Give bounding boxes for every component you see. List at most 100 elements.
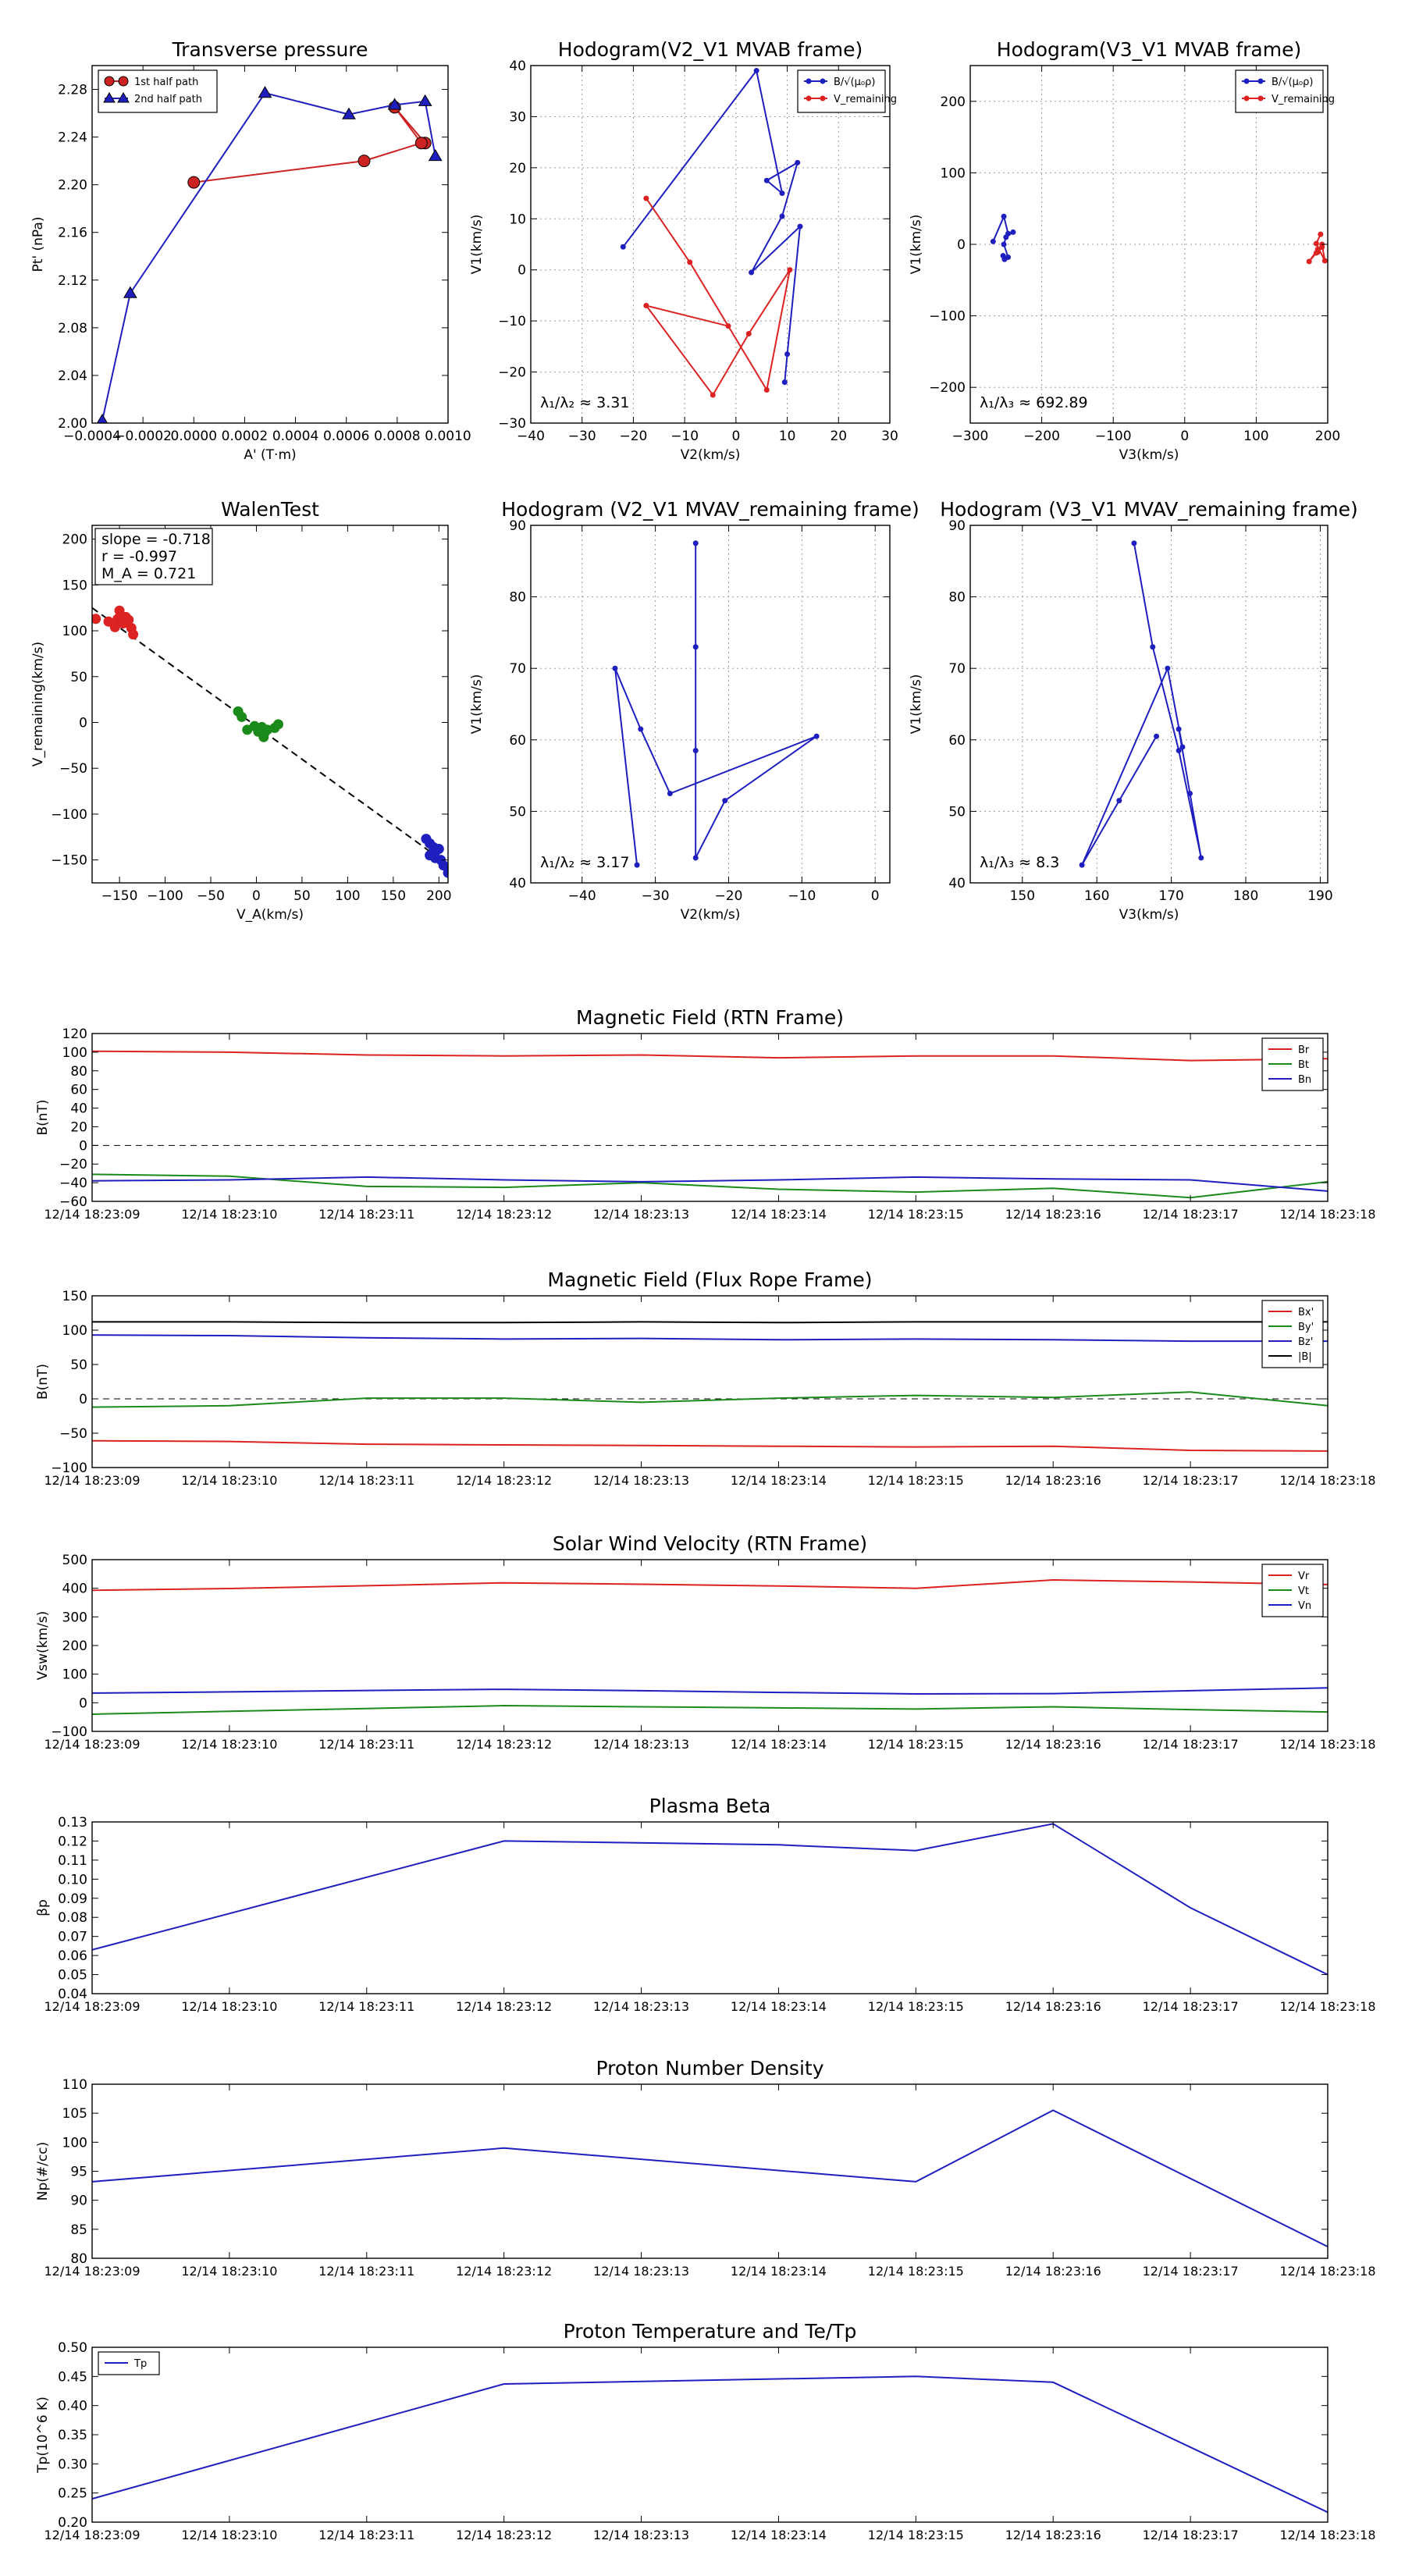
series-group	[990, 213, 1328, 265]
legend: B/√(μ₀ρ) V_remaining	[797, 69, 897, 113]
legend-marker	[820, 95, 826, 101]
data-point	[1154, 733, 1160, 739]
y-tick-label: 0.35	[58, 2428, 87, 2443]
legend-box	[1261, 1300, 1324, 1368]
series-line-Vr	[92, 1578, 1328, 1592]
legend-label: By'	[1298, 1322, 1314, 1333]
panel-beta: 12/14 18:23:09 12/14 18:23:10 12/14 18:23:…	[35, 1795, 1376, 2014]
y-tick-label: −30	[498, 416, 526, 432]
y-axis-label: Vsw(km/s)	[35, 1611, 51, 1681]
eigenvalue-ratio-label: λ₁/λ₂ ≈ 3.17	[540, 854, 629, 871]
x-tick-label: 12/14 18:23:17	[1143, 1737, 1239, 1752]
legend-box	[98, 69, 218, 113]
y-tick-label: 10	[509, 212, 526, 227]
plot-frame	[91, 525, 449, 884]
x-tick-label: 12/14 18:23:09	[44, 1207, 140, 1222]
series-line-V_remaining	[644, 197, 791, 397]
x-tick-label: 12/14 18:23:15	[868, 1737, 964, 1752]
y-axis-label: Pt' (nPa)	[30, 217, 46, 272]
y-tick-label: 85	[70, 2222, 87, 2238]
series-line-B/√(μ₀ρ)	[992, 214, 1014, 261]
y-tick-label: 20	[70, 1119, 87, 1135]
y-tick-label: −150	[51, 853, 87, 869]
data-point	[443, 867, 448, 878]
y-tick-label: 100	[62, 1045, 87, 1061]
eigenvalue-ratio-label: λ₁/λ₃ ≈ 692.89	[980, 394, 1088, 411]
x-axis-label: V2(km/s)	[681, 907, 741, 923]
series-line-Bx'	[92, 1439, 1328, 1452]
series-line-1st half path	[194, 106, 426, 183]
legend-label: Bt	[1298, 1059, 1309, 1071]
data-point	[745, 331, 752, 336]
series-group	[92, 2109, 1328, 2247]
x-tick-label: 150	[381, 888, 406, 904]
y-tick-label: 500	[62, 1553, 87, 1568]
x-tick-label: −40	[568, 888, 596, 904]
x-tick-label: 12/14 18:23:17	[1143, 1473, 1239, 1488]
legend: Br Bt Bn	[1261, 1037, 1324, 1091]
series-line-Bn	[92, 1176, 1328, 1192]
x-tick-label: 12/14 18:23:14	[731, 2264, 827, 2279]
x-tick-label: 0	[252, 888, 261, 904]
legend-label: Tp	[133, 2358, 147, 2370]
y-tick-label: 0	[79, 715, 87, 731]
x-tick-label: −0.0002	[114, 429, 172, 444]
y-tick-label: 90	[70, 2194, 87, 2209]
legend: 1st half path 2nd half path	[98, 69, 218, 113]
x-tick-label: 12/14 18:23:16	[1005, 1473, 1101, 1488]
x-tick-label: 12/14 18:23:14	[731, 1473, 827, 1488]
data-point	[1318, 231, 1324, 237]
data-point	[387, 98, 402, 110]
x-tick-label: 12/14 18:23:09	[44, 1473, 140, 1488]
data-point	[787, 267, 793, 273]
x-tick-label: −30	[642, 888, 670, 904]
y-tick-label: 90	[948, 518, 966, 534]
x-tick-label: −0.0004	[63, 429, 121, 444]
data-point	[687, 259, 693, 265]
series-line-Bz'	[92, 1334, 1328, 1343]
data-point	[692, 855, 699, 861]
y-tick-label: −100	[51, 1724, 87, 1740]
y-tick-label: −10	[498, 314, 526, 329]
data-point	[634, 862, 640, 868]
legend-label: Vr	[1298, 1571, 1310, 1582]
y-tick-label: 0.09	[58, 1891, 87, 1907]
plot-frame	[530, 525, 891, 884]
legend-box	[797, 69, 886, 113]
y-tick-label: 60	[70, 1083, 87, 1098]
x-tick-label: 0	[731, 429, 740, 444]
eigenvalue-ratio-label: λ₁/λ₂ ≈ 3.31	[540, 394, 629, 411]
eigenvalue-ratio-label: λ₁/λ₃ ≈ 8.3	[980, 854, 1059, 871]
legend: Bx' By' Bz' |B|	[1261, 1300, 1324, 1368]
data-point	[612, 665, 618, 671]
x-tick-label: 0.0008	[374, 429, 420, 444]
y-tick-label: 0.40	[58, 2399, 87, 2414]
data-point	[710, 392, 716, 398]
x-tick-label: 12/14 18:23:15	[868, 2264, 964, 2279]
plot-frame	[969, 525, 1329, 884]
legend-label: Br	[1298, 1044, 1310, 1056]
data-point	[990, 238, 996, 244]
y-tick-label: −60	[59, 1194, 87, 1210]
y-tick-label: −100	[51, 1461, 87, 1476]
series-group	[92, 1050, 1328, 1199]
x-tick-label: 12/14 18:23:12	[456, 1737, 552, 1752]
y-tick-label: 100	[941, 165, 966, 181]
x-tick-label: −100	[147, 888, 183, 904]
data-point	[433, 844, 444, 855]
stats-line: r = -0.997	[101, 548, 177, 565]
x-tick-label: 200	[426, 888, 451, 904]
data-point	[109, 621, 120, 632]
y-tick-label: 0.07	[58, 1930, 87, 1945]
y-tick-label: 0	[518, 263, 526, 279]
y-tick-label: 80	[509, 590, 526, 606]
legend: B/√(μ₀ρ) V_remaining	[1235, 69, 1335, 113]
series-line-Vn	[92, 1687, 1328, 1695]
x-tick-label: 170	[1158, 888, 1183, 904]
x-tick-label: 12/14 18:23:11	[318, 1207, 414, 1222]
legend-label: Bx'	[1298, 1307, 1314, 1318]
data-point	[273, 719, 284, 730]
x-tick-label: 12/14 18:23:12	[456, 2528, 552, 2542]
legend-label: 1st half path	[134, 76, 198, 88]
